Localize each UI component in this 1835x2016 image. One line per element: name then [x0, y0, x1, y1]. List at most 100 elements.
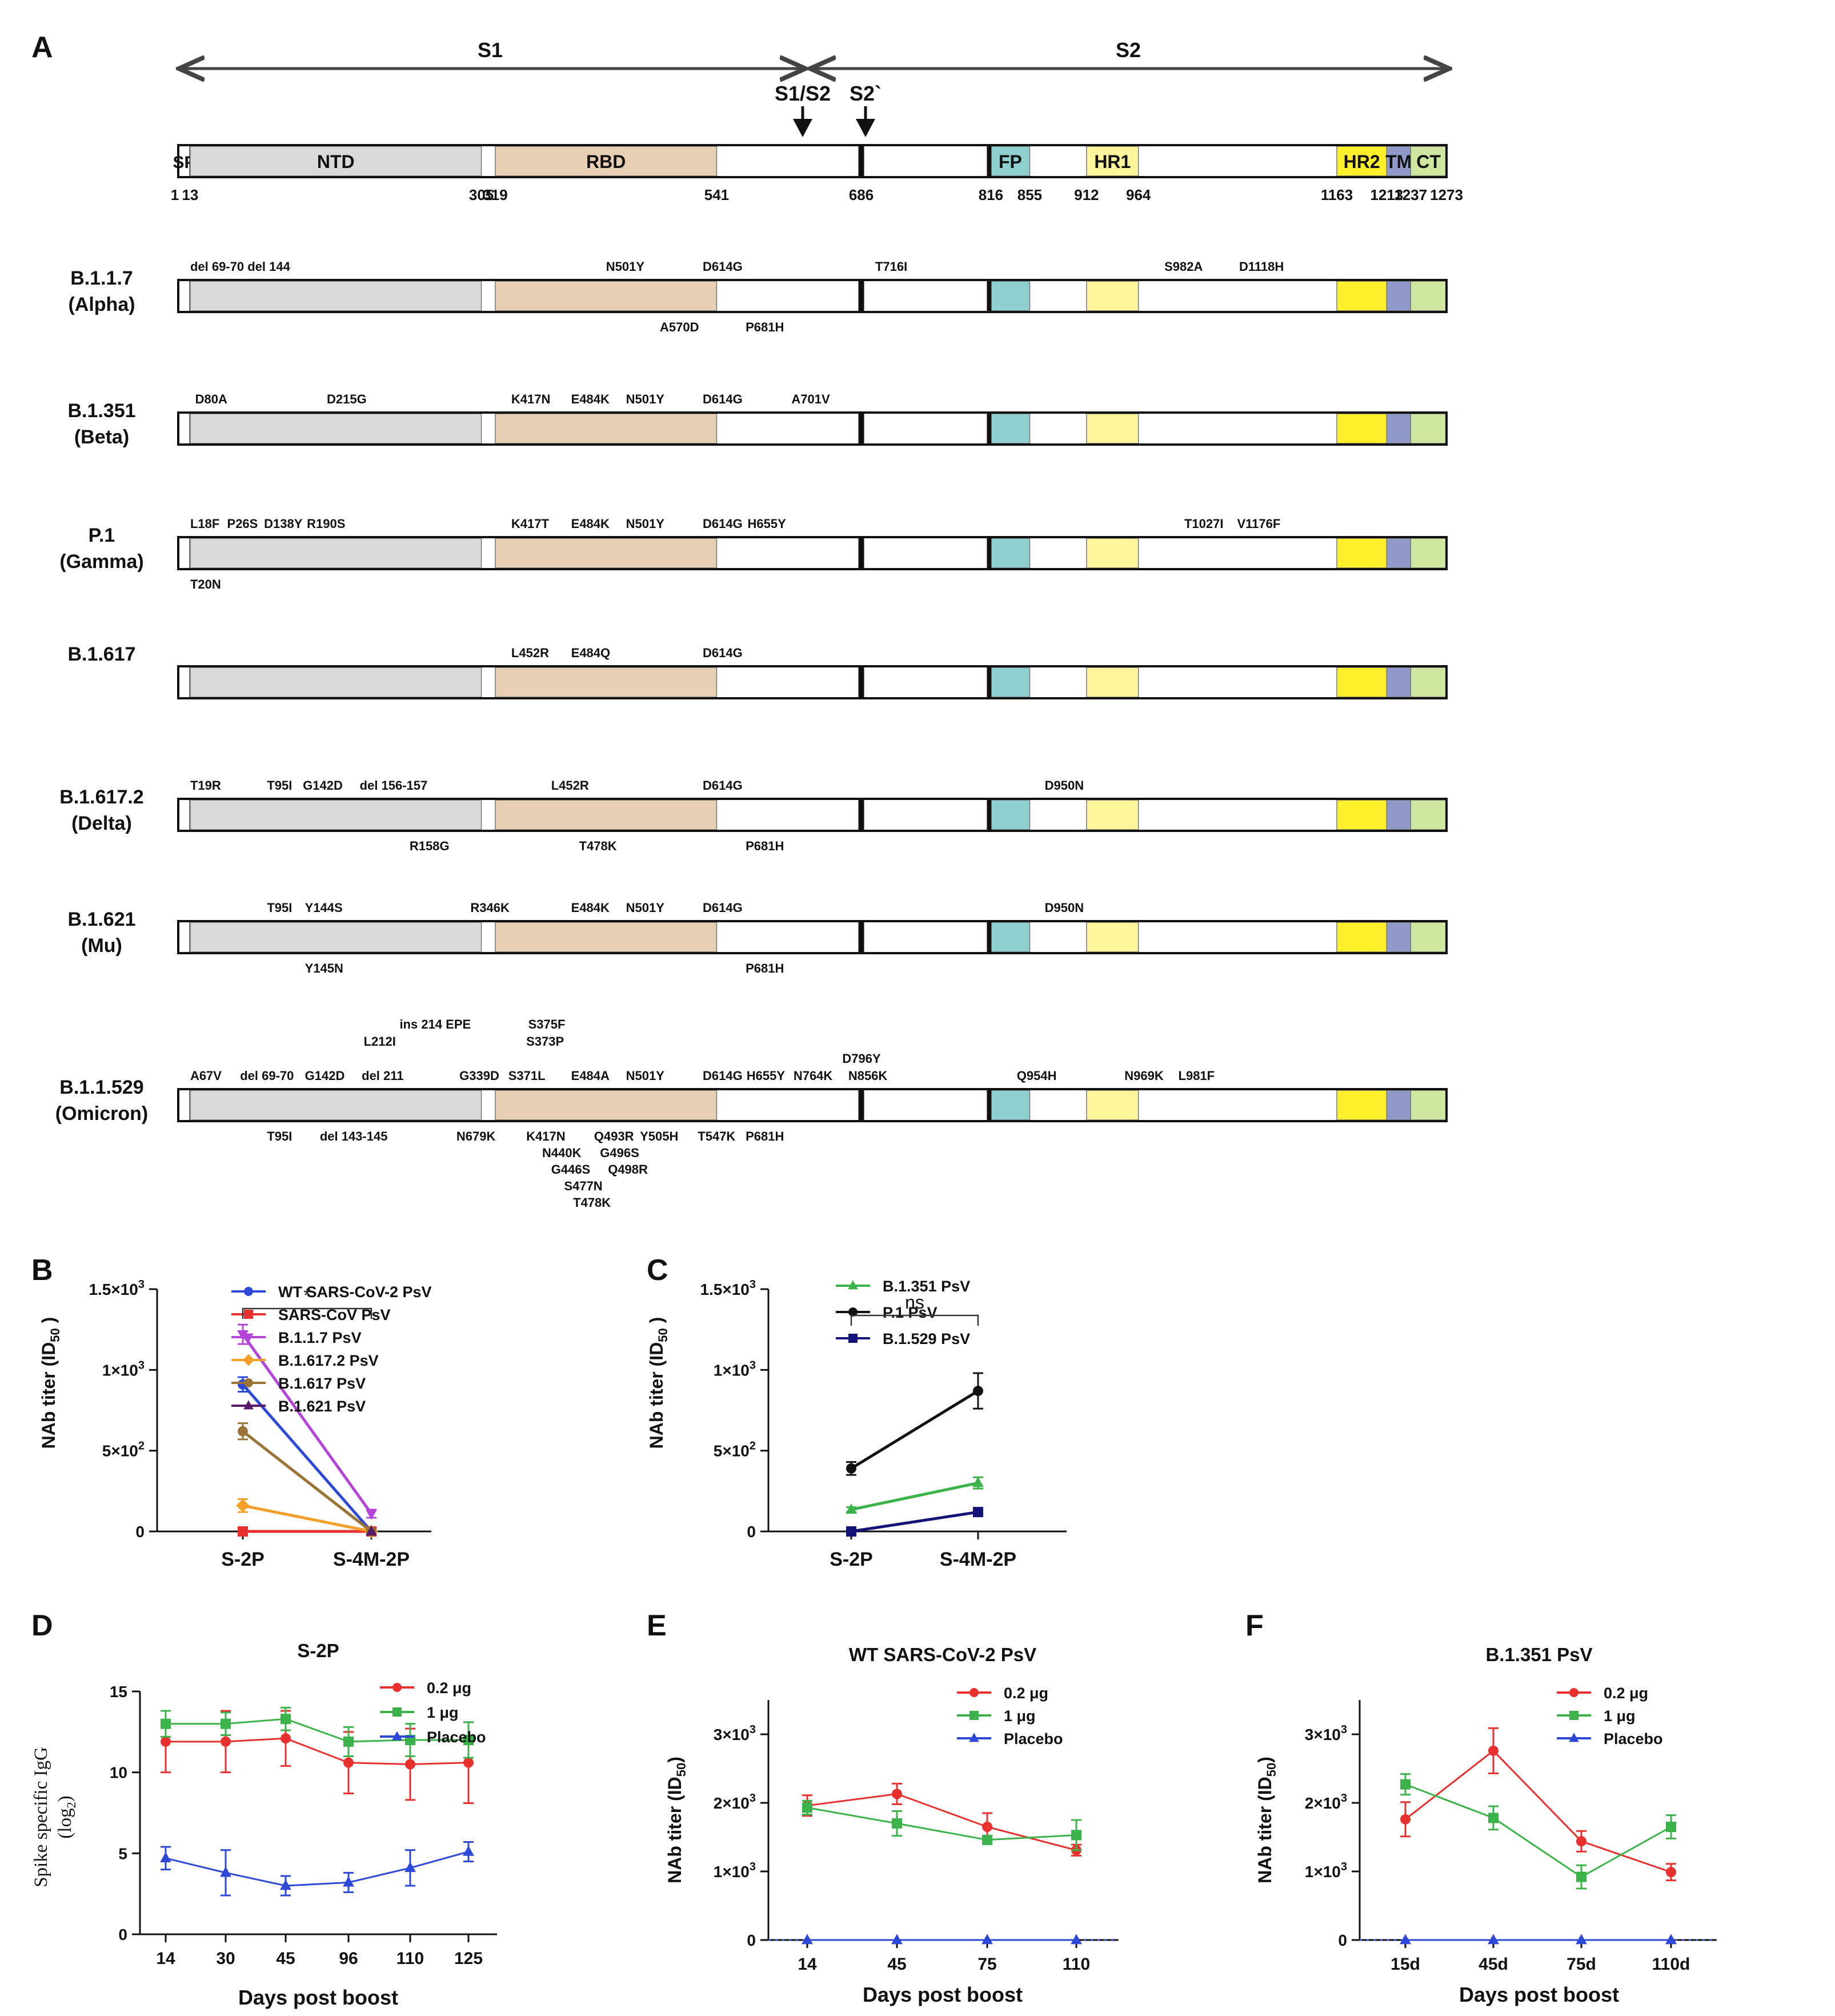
data-point	[244, 1378, 253, 1387]
mutation-label: D215G	[327, 392, 367, 406]
y-tick-label: 3×103	[1305, 1723, 1347, 1743]
legend-label: 1 μg	[1004, 1707, 1036, 1725]
data-point	[1400, 1779, 1411, 1790]
series-line	[807, 1793, 1077, 1851]
position-label: 1	[171, 186, 179, 203]
data-point	[1665, 1934, 1677, 1945]
mutation-label: D950N	[1045, 778, 1084, 793]
variant-name: (Mu)	[81, 935, 122, 957]
mutation-label: H655Y	[747, 1069, 786, 1083]
mutation-label: del 69-70 del 144	[190, 259, 291, 274]
data-point	[802, 1934, 813, 1945]
series-line	[1405, 1749, 1672, 1873]
mutation-label: D614G	[703, 778, 743, 793]
variant-2-domain-hr1	[1086, 538, 1139, 569]
panel-e-letter: E	[647, 1609, 667, 1642]
series-1: 1 μg	[1400, 1707, 1676, 1890]
y-tick-label: 1.5×103	[89, 1278, 145, 1298]
position-label: 1163	[1321, 186, 1353, 203]
panel-b-ylabel: NAb titer (ID50 )	[38, 1317, 62, 1449]
mutation-label: T95I	[267, 901, 292, 915]
legend-label: WT SARS-CoV-2 PsV	[278, 1283, 432, 1301]
y-tick-label: 0	[747, 1523, 756, 1541]
mutation-label: del 143-145	[320, 1129, 388, 1143]
series-line	[242, 1430, 372, 1533]
mutation-label: G446S	[551, 1162, 591, 1177]
variant-1-domain-hr2	[1336, 413, 1388, 444]
series-line	[241, 1333, 373, 1515]
variant-0: B.1.1.7 (Alpha) del 69-70 del 144 N501Y D614…	[68, 259, 1448, 334]
data-point	[969, 1711, 979, 1720]
legend-label: B.1.351 PsV	[883, 1278, 970, 1295]
variant-5-domain-hr2	[1336, 922, 1388, 953]
mutation-label: E484K	[571, 392, 610, 406]
mutation-label: E484A	[571, 1069, 610, 1083]
series-line	[242, 1383, 372, 1533]
variant-name: (Delta)	[71, 813, 132, 834]
mutation-label: T478K	[573, 1195, 611, 1210]
panel-d-xlabel: Days post boost	[238, 1986, 398, 2009]
mutation-label: T547K	[698, 1129, 735, 1143]
data-point	[1400, 1814, 1411, 1825]
variant-0-domain-tm	[1386, 281, 1411, 311]
mutation-label: D614G	[703, 259, 743, 274]
data-point	[1576, 1934, 1587, 1945]
mutation-label: D950N	[1045, 901, 1084, 915]
variant-6-bar	[177, 1088, 1448, 1122]
mutation-label: K417T	[511, 517, 550, 531]
variant-2-bar	[177, 536, 1448, 570]
mutation-label: D614G	[703, 392, 743, 406]
mutation-label: G496S	[600, 1146, 639, 1160]
data-point	[392, 1683, 402, 1692]
mutation-label: D1118H	[1239, 259, 1284, 274]
y-tick-label: 5×102	[102, 1440, 145, 1460]
position-label: 1273	[1430, 186, 1463, 203]
mutation-label: R158G	[410, 839, 450, 853]
charts: 0 5×102 1×103 1.5×103 S-2P S-4M-2P WT SARS-CoV…	[89, 1278, 1717, 1974]
variant-0-domain-rbd	[495, 281, 718, 311]
mutation-label: G142D	[303, 778, 343, 793]
mutation-label: T1027I	[1184, 517, 1224, 531]
variant-name: B.1.617.2	[59, 786, 143, 808]
data-point	[237, 1330, 249, 1341]
variant-1-domain-hr1	[1086, 413, 1139, 444]
mutation-label: P681H	[746, 1129, 784, 1143]
variant-6-domain-ct	[1410, 1090, 1447, 1121]
data-point	[848, 1280, 858, 1290]
chart-b: 0 5×102 1×103 1.5×103 S-2P S-4M-2P WT SARS-CoV…	[89, 1278, 431, 1570]
data-point	[1576, 1836, 1586, 1847]
data-point	[221, 1718, 231, 1729]
variant-0-domain-ct	[1410, 281, 1447, 311]
mutation-label: E484K	[571, 517, 610, 531]
s1s2-cleavage-arrow	[793, 106, 812, 137]
variant-4-domain-rbd	[495, 799, 718, 830]
data-point	[242, 1354, 255, 1366]
x-tick-label: 125	[454, 1949, 483, 1968]
data-point	[243, 1400, 254, 1410]
variant-2-domain-rbd	[495, 538, 718, 569]
variant-4-domain-hr2	[1336, 799, 1388, 830]
mutation-label: P26S	[227, 517, 258, 531]
mutation-label: D796Y	[842, 1051, 881, 1066]
series-line	[850, 1389, 979, 1470]
mutation-label: Y145N	[305, 961, 343, 975]
mutation-label: L981F	[1179, 1069, 1215, 1083]
data-point	[969, 1688, 979, 1697]
series-line	[166, 1718, 468, 1743]
mutation-label: Q498R	[608, 1162, 648, 1177]
mutation-label: S371L	[508, 1069, 546, 1083]
variant-3-domain-hr1	[1086, 667, 1139, 698]
data-point	[1488, 1934, 1499, 1945]
variant-3-s1s2-site	[858, 666, 864, 698]
variant-1-bar	[177, 411, 1448, 446]
series-0: B.1.351 PsV	[836, 1278, 984, 1514]
x-tick-label: S-4M-2P	[333, 1549, 410, 1570]
variant-0-domain-hr1	[1086, 281, 1139, 311]
data-point	[1488, 1745, 1499, 1756]
data-point	[891, 1934, 903, 1945]
legend-label: B.1.529 PsV	[883, 1330, 970, 1347]
variant-2-domain-ct	[1410, 538, 1447, 569]
data-point	[1666, 1867, 1676, 1878]
position-label: 1213	[1370, 186, 1403, 203]
variant-2-s1s2-site	[858, 537, 864, 569]
